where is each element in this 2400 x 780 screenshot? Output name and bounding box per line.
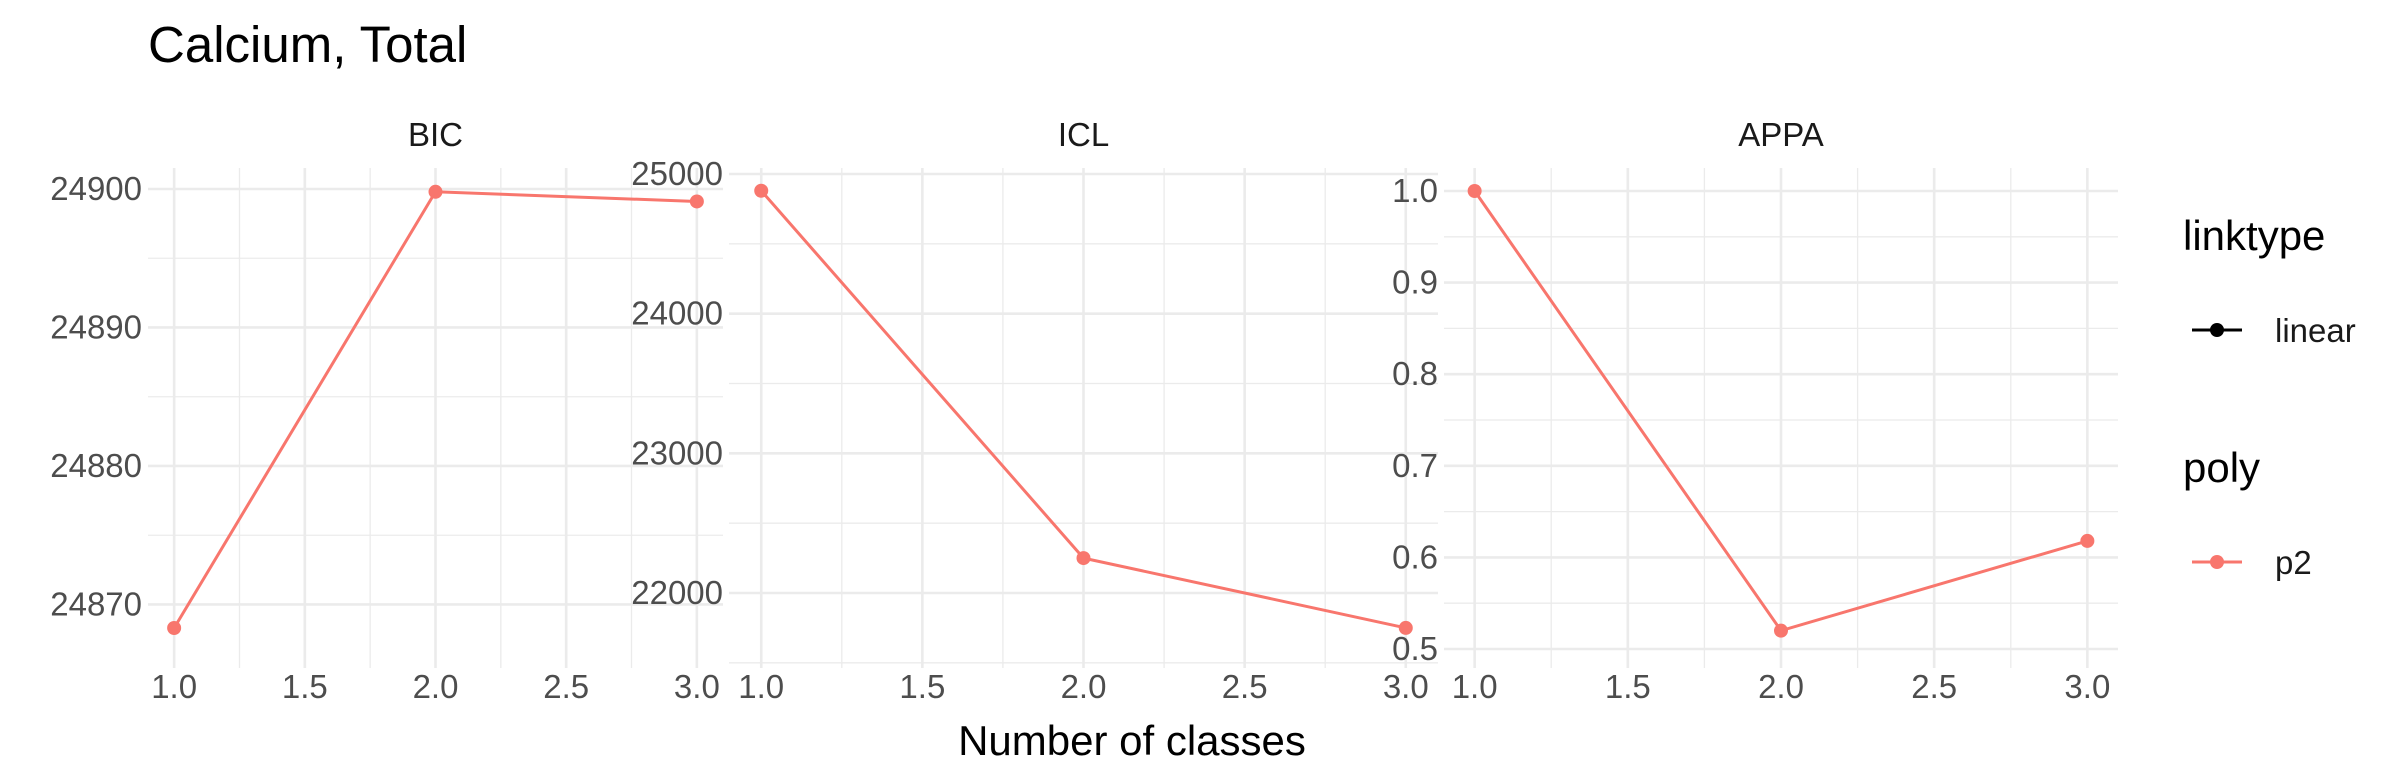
legend-title: linktype — [2183, 212, 2325, 259]
x-tick-label: 2.5 — [1911, 668, 1957, 705]
x-tick-label: 1.0 — [738, 668, 784, 705]
y-tick-label: 25000 — [631, 155, 723, 192]
y-tick-label: 23000 — [631, 434, 723, 471]
facet-strip-label: BIC — [408, 116, 463, 153]
facet-strip-label: APPA — [1738, 116, 1824, 153]
legend-key-point — [2210, 555, 2224, 569]
legend-title: poly — [2183, 444, 2260, 491]
x-tick-label: 2.5 — [543, 668, 589, 705]
data-point — [428, 184, 443, 199]
data-point — [1467, 184, 1482, 198]
facet-strip-label: ICL — [1058, 116, 1109, 153]
x-tick-label: 2.0 — [1758, 668, 1804, 705]
y-tick-label: 0.9 — [1392, 264, 1438, 301]
legend-key-label: p2 — [2275, 544, 2312, 581]
y-tick-label: 24870 — [50, 585, 142, 622]
data-point — [1076, 551, 1091, 566]
chart-title: Calcium, Total — [148, 16, 467, 73]
x-tick-label: 3.0 — [674, 668, 720, 705]
panel-icl: 1.0 1.5 2.0 2.5 3.0 22000 23000 24000 25000 ICL — [631, 116, 1438, 705]
x-tick-label: 3.0 — [1383, 668, 1429, 705]
x-axis-title: Number of classes — [958, 717, 1306, 764]
data-point — [167, 621, 182, 635]
legend-key-point — [2210, 323, 2224, 337]
data-point — [689, 194, 704, 209]
x-tick-label: 1.5 — [282, 668, 328, 705]
data-point — [1398, 620, 1413, 635]
y-tick-label: 0.8 — [1392, 355, 1438, 392]
facet-panels: 1.0 1.5 2.0 2.5 3.024870248802489024900BIC1.… — [50, 116, 2118, 705]
y-tick-label: 24000 — [631, 295, 723, 332]
y-tick-label: 0.6 — [1392, 538, 1438, 575]
x-tick-label: 1.5 — [899, 668, 945, 705]
legend-key-label: linear — [2275, 312, 2356, 349]
y-tick-label: 22000 — [631, 574, 723, 611]
data-point — [1774, 623, 1788, 638]
y-tick-label: 24880 — [50, 447, 142, 484]
x-tick-label: 2.5 — [1222, 668, 1268, 705]
y-tick-label: 24900 — [50, 170, 142, 207]
x-tick-label: 3.0 — [2064, 668, 2110, 705]
panel-appa: 1.0 1.5 2.0 2.5 3.0 0.5 0.6 0.7 0.8 0.9 1.0 APPA — [1392, 116, 2118, 705]
x-tick-label: 2.0 — [413, 668, 459, 705]
data-point — [2080, 533, 2095, 548]
x-tick-label: 1.0 — [151, 668, 197, 705]
data-point — [754, 183, 769, 198]
y-tick-label: 0.5 — [1392, 630, 1438, 667]
legend: linktype linear poly p2 — [2183, 212, 2356, 581]
x-tick-label: 2.0 — [1061, 668, 1107, 705]
y-tick-label: 1.0 — [1392, 172, 1438, 209]
y-tick-label: 24890 — [50, 308, 142, 345]
y-tick-label: 0.7 — [1392, 447, 1438, 484]
panel-bic: 1.0 1.5 2.0 2.5 3.0 24870 24880 24890 24900 BIC — [50, 116, 723, 705]
x-tick-label: 1.0 — [1452, 668, 1498, 705]
x-tick-label: 1.5 — [1605, 668, 1651, 705]
